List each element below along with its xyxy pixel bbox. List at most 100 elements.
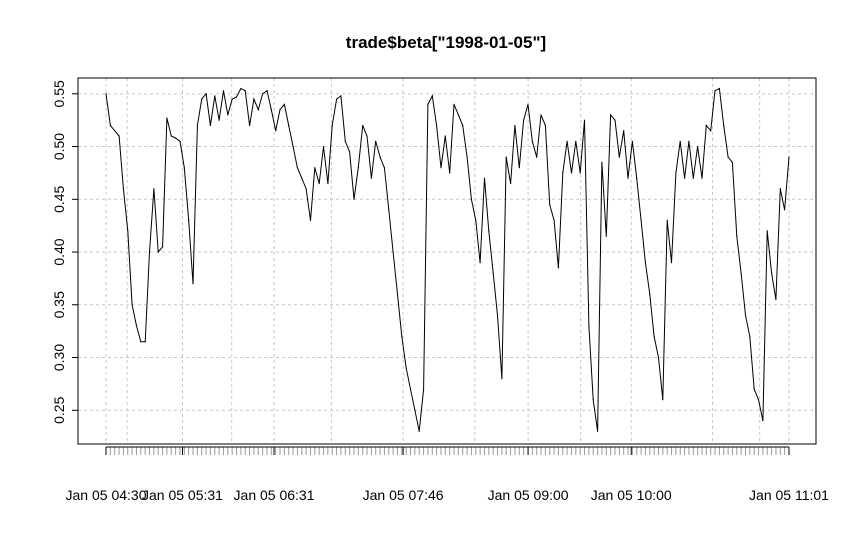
data-point [127,230,129,232]
data-point [614,119,616,121]
y-axis: 0.25 0.30 0.35 0.40 0.45 0.50 0.55 [51,80,79,424]
data-point [784,209,786,211]
data-point [714,90,716,92]
data-point [597,430,599,432]
data-point [701,177,703,179]
data-point [710,130,712,132]
data-point [353,198,355,200]
x-tick-label: Jan 05 05:31 [142,487,223,503]
data-point [662,399,664,401]
data-point [144,341,146,343]
data-point [718,87,721,90]
data-point [753,388,755,390]
chart-title: trade$beta["1998-01-05"] [346,33,546,52]
data-point [375,140,377,142]
data-point [518,167,520,169]
data-point [309,219,312,221]
data-point [227,114,229,116]
data-point [466,156,468,158]
data-point [579,172,581,174]
data-point [296,167,298,169]
data-point [440,167,442,169]
data-point [305,188,307,190]
data-point [379,156,381,158]
data-point [423,388,425,390]
y-tick-label: 0.45 [51,185,67,212]
data-point [218,119,220,121]
data-point [179,140,181,142]
data-point [370,177,372,179]
data-point [436,124,438,127]
y-tick-label: 0.30 [51,344,67,371]
data-point [470,198,472,200]
data-series [105,87,790,432]
data-point [170,135,172,137]
data-point [401,335,403,337]
data-point [653,335,655,337]
data-point [288,124,290,127]
data-point [157,251,159,253]
data-point [349,151,351,153]
x-tick-label: Jan 05 10:00 [591,487,672,503]
data-point [627,177,629,179]
data-point [388,209,390,211]
data-point [318,182,320,185]
data-point [666,219,668,221]
data-point [496,314,499,316]
data-point [544,124,547,127]
data-point [396,293,399,295]
data-point [135,325,138,327]
data-point [457,114,459,116]
data-point [566,140,568,142]
data-point [122,188,124,190]
data-point [705,124,707,127]
y-tick-label: 0.55 [51,80,67,107]
data-point [366,135,368,137]
data-point [618,156,620,158]
data-point [266,90,268,92]
data-point [644,262,647,264]
data-point [153,188,155,190]
data-point [744,314,747,316]
data-point [209,124,211,127]
data-point [757,399,760,401]
data-point [175,137,177,139]
data-point [409,388,412,390]
data-point [631,140,634,142]
data-point [675,172,677,174]
data-point [788,156,790,158]
data-point [697,146,699,148]
data-point [253,98,255,100]
data-point [214,95,216,97]
data-point [570,172,573,174]
data-point [688,140,690,142]
data-point [431,95,433,97]
data-point [483,177,486,179]
data-point [222,90,225,92]
data-point [327,182,329,185]
data-point [531,140,533,142]
data-point [684,177,686,179]
data-point [575,140,577,142]
data-point [762,420,764,422]
data-point [301,177,303,179]
data-point [610,114,612,116]
data-point [623,130,625,132]
data-point [392,251,394,253]
series-line [105,87,790,432]
data-point [679,140,681,142]
data-point [523,119,525,121]
data-point [279,109,281,111]
data-point [192,283,194,285]
data-point [148,251,151,253]
data-point [275,130,277,132]
data-point [601,161,603,163]
data-point [131,304,133,306]
data-point [670,262,673,264]
data-point [723,124,725,127]
data-point [749,335,751,337]
data-point [240,87,242,90]
y-tick-label: 0.40 [51,238,67,265]
data-point [340,95,342,97]
